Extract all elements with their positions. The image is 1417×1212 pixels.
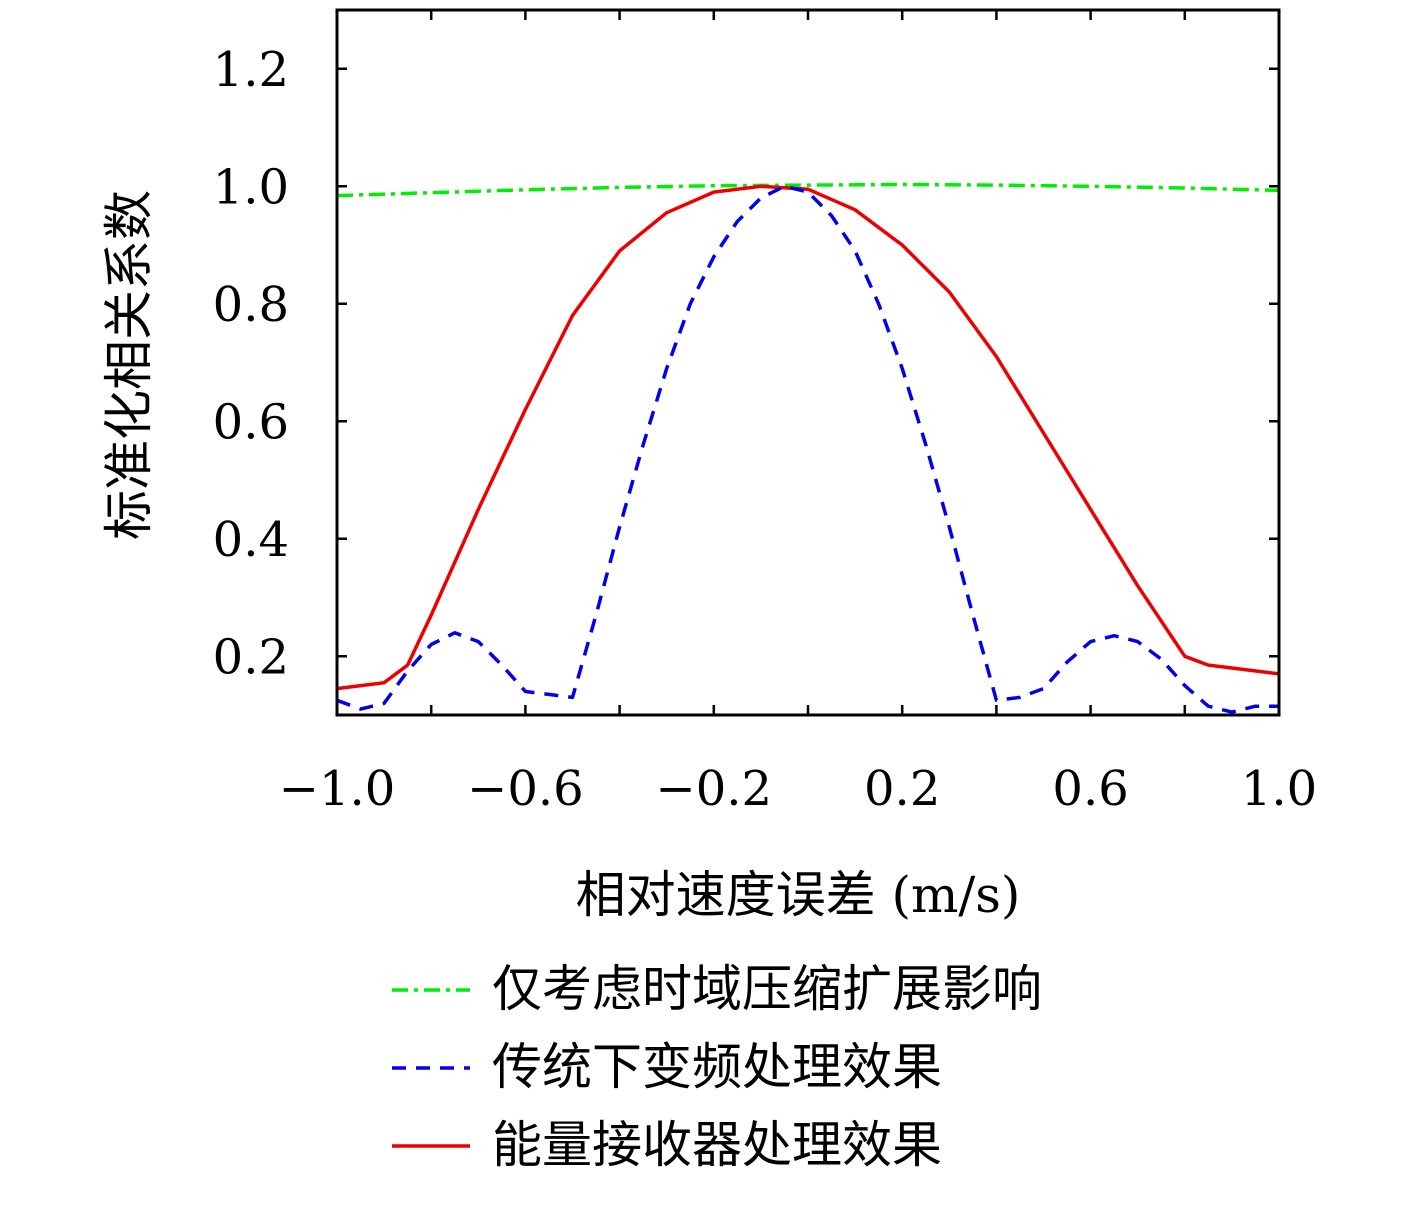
series-line-2 <box>336 184 1279 714</box>
x-tick-label: 0.2 <box>864 761 940 817</box>
x-tick-label: −0.2 <box>656 761 773 817</box>
y-axis-label: 标准化相关系数 <box>100 190 158 540</box>
y-tick-label: 1.2 <box>213 42 289 98</box>
y-tick-label: 0.6 <box>213 394 289 450</box>
series-line-1 <box>336 182 1280 198</box>
y-tick-label: 0.4 <box>213 512 289 568</box>
x-tick-label: 0.6 <box>1052 761 1128 817</box>
legend-label-3: 能量接收器处理效果 <box>492 1116 942 1174</box>
y-tick-label: 0.2 <box>213 629 289 685</box>
x-axis-label: 相对速度误差 (m/s) <box>576 866 1021 924</box>
series-line-3 <box>336 184 1280 691</box>
y-tick-label: 0.8 <box>213 277 289 333</box>
x-tick-label: −0.6 <box>467 761 584 817</box>
plot-lines <box>336 182 1280 714</box>
y-tick-label: 1.0 <box>213 159 289 215</box>
legend-label-2: 传统下变频处理效果 <box>492 1038 942 1096</box>
x-tick-label: 1.0 <box>1241 761 1317 817</box>
axis-ticks: −1.0 −0.6 −0.2 0.2 0.6 1.0 0.2 0.4 0.6 0.8 1.0 1.2 <box>213 10 1317 817</box>
x-tick-label: −1.0 <box>279 761 396 817</box>
legend-label-1: 仅考虑时域压缩扩展影响 <box>492 960 1042 1018</box>
